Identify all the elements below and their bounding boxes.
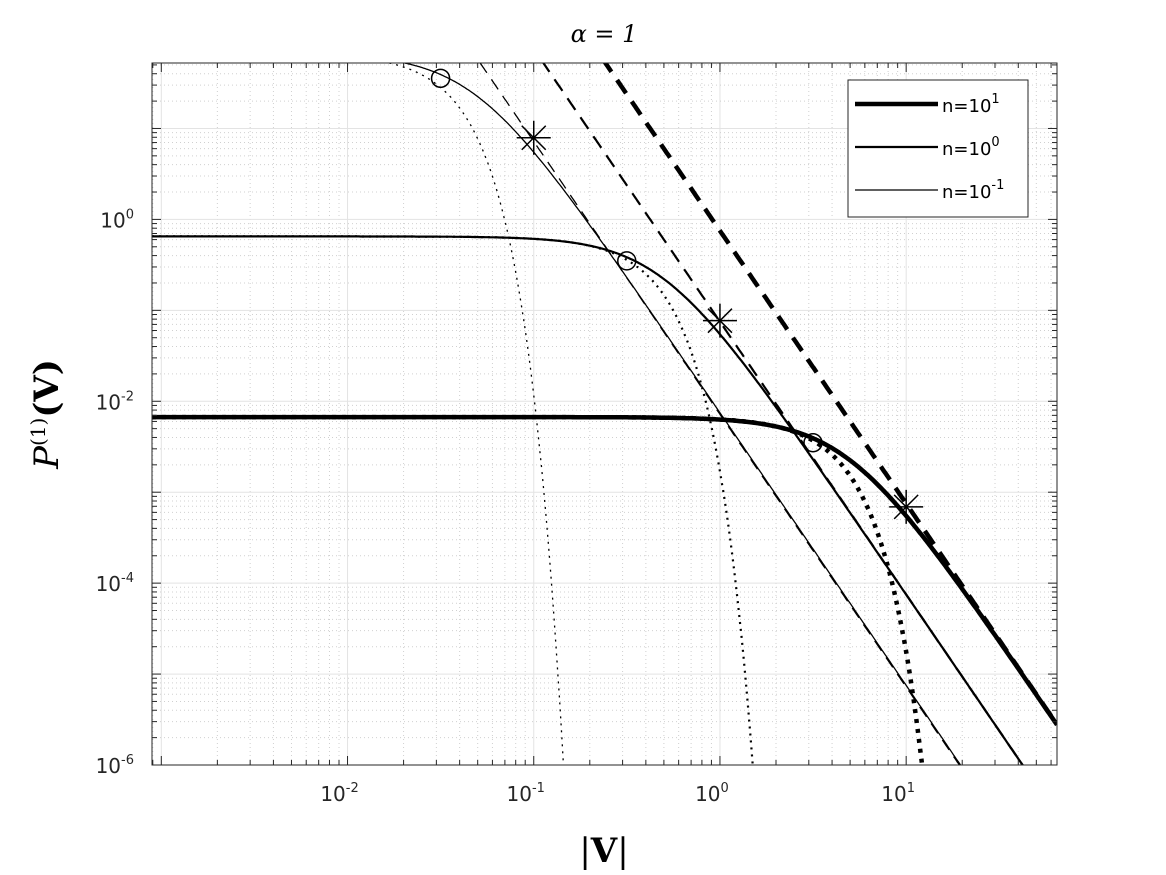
star-stroke: [893, 494, 919, 520]
y-axis-label: P(1)(V): [26, 359, 67, 470]
legend-label: n=10-1: [942, 178, 1004, 203]
circle-marker: [617, 251, 637, 271]
star-marker: [516, 120, 551, 155]
legend-label: n=100: [942, 135, 1000, 160]
series-dotted-medium: [152, 235, 754, 765]
series-solid-medium: [152, 235, 1024, 765]
star-stroke: [707, 308, 733, 334]
y-tick-labels: 100 10-2 10-4 10-6: [96, 207, 134, 778]
series-dotted-thick: [152, 414, 925, 765]
legend: n=101 n=100 n=10-1: [847, 79, 1029, 218]
markers: [430, 68, 924, 524]
y-tick-label: 10-6: [96, 753, 134, 778]
star-marker: [889, 489, 924, 524]
legend-box: [847, 79, 1029, 218]
series-dotted-thin: [386, 63, 565, 765]
series-dashed-thin: [479, 63, 961, 765]
series-dashed-medium: [542, 63, 1024, 765]
x-tick-label: 10-2: [320, 781, 358, 806]
y-axis-label-group: P(1)(V): [26, 359, 67, 470]
x-tick-label: 101: [881, 781, 915, 806]
y-tick-label: 10-2: [96, 389, 134, 414]
x-tick-labels: 10-2 10-1 100 101: [320, 781, 915, 806]
ticks: [152, 63, 1057, 766]
star-stroke: [521, 125, 547, 151]
y-tick-label: 100: [100, 207, 134, 232]
x-tick-label: 10-1: [507, 781, 545, 806]
circle-marker: [430, 68, 451, 89]
star-marker: [702, 303, 737, 338]
y-tick-label: 10-4: [96, 571, 134, 596]
x-tick-label: 100: [695, 781, 729, 806]
x-axis-label: |V|: [579, 831, 628, 871]
plot-frame: [151, 62, 1058, 766]
chart-title: α = 1: [571, 20, 638, 48]
legend-label: n=101: [942, 92, 1000, 117]
circle-marker: [803, 432, 823, 453]
